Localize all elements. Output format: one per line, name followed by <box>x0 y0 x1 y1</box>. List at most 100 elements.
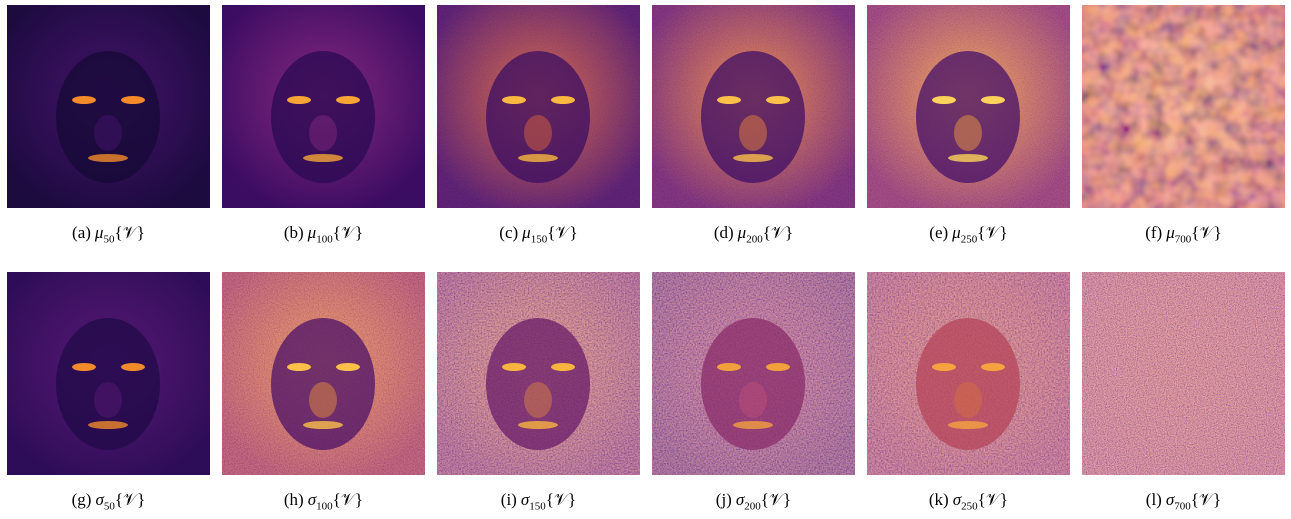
panel-image <box>867 5 1070 208</box>
caption-argument: {𝒱} <box>977 223 1007 242</box>
caption-subscript: 700 <box>1175 233 1192 245</box>
eye <box>502 363 526 371</box>
caption-symbol: σ <box>1166 490 1174 509</box>
caption: (e)μ250{𝒱} <box>861 223 1076 245</box>
caption-argument: {𝒱} <box>546 490 576 509</box>
caption-tag: (k) <box>929 490 949 509</box>
mouth <box>733 154 773 162</box>
caption-argument: {𝒱} <box>1191 490 1221 509</box>
mouth <box>733 421 773 429</box>
panel-image <box>652 272 855 475</box>
caption-tag: (e) <box>929 223 948 242</box>
caption-argument: {𝒱} <box>978 490 1008 509</box>
noise <box>1082 272 1285 475</box>
caption-tag: (j) <box>716 490 732 509</box>
panel-image <box>1082 272 1285 475</box>
nose <box>309 115 337 151</box>
caption-symbol: μ <box>1166 223 1175 242</box>
caption-subscript: 150 <box>529 500 546 512</box>
caption-tag: (b) <box>284 223 304 242</box>
caption-tag: (l) <box>1146 490 1162 509</box>
caption-tag: (h) <box>284 490 304 509</box>
eye <box>932 363 956 371</box>
caption-symbol: μ <box>952 223 961 242</box>
caption-tag: (d) <box>714 223 734 242</box>
eye <box>287 96 311 104</box>
eye <box>502 96 526 104</box>
caption-subscript: 250 <box>961 233 978 245</box>
panel-image <box>222 272 425 475</box>
noise <box>1082 5 1285 208</box>
caption: (f)μ700{𝒱} <box>1076 223 1291 245</box>
eye <box>981 363 1005 371</box>
caption-symbol: σ <box>521 490 529 509</box>
eye <box>72 363 96 371</box>
caption: (i)σ150{𝒱} <box>431 490 646 512</box>
caption-subscript: 50 <box>103 233 114 245</box>
caption-argument: {𝒱} <box>761 490 791 509</box>
panel-image <box>437 5 640 208</box>
caption-tag: (f) <box>1145 223 1162 242</box>
panel-image <box>7 272 210 475</box>
mouth <box>303 154 343 162</box>
caption-subscript: 50 <box>104 500 115 512</box>
caption-tag: (a) <box>72 223 91 242</box>
caption: (b)μ100{𝒱} <box>216 223 431 245</box>
eye <box>932 96 956 104</box>
nose <box>524 382 552 418</box>
caption-symbol: σ <box>308 490 316 509</box>
caption-argument: {𝒱} <box>115 490 145 509</box>
nose <box>739 382 767 418</box>
mouth <box>948 421 988 429</box>
caption-symbol: μ <box>308 223 317 242</box>
mouth <box>88 154 128 162</box>
caption-argument: {𝒱} <box>763 223 793 242</box>
eye <box>717 96 741 104</box>
caption-symbol: μ <box>522 223 531 242</box>
caption-symbol: σ <box>736 490 744 509</box>
eye <box>551 96 575 104</box>
caption-symbol: μ <box>738 223 747 242</box>
caption-tag: (g) <box>72 490 92 509</box>
mouth <box>303 421 343 429</box>
panel-image <box>222 5 425 208</box>
caption: (a)μ50{𝒱} <box>1 223 216 245</box>
eye <box>717 363 741 371</box>
caption-tag: (c) <box>499 223 518 242</box>
caption: (d)μ200{𝒱} <box>646 223 861 245</box>
caption-tag: (i) <box>501 490 517 509</box>
mouth <box>518 421 558 429</box>
panel-image <box>7 5 210 208</box>
mouth <box>518 154 558 162</box>
caption-subscript: 100 <box>316 500 333 512</box>
eye <box>551 363 575 371</box>
caption-subscript: 150 <box>531 233 548 245</box>
mouth <box>88 421 128 429</box>
figure: (a)μ50{𝒱}(b)μ100{𝒱}(c)μ150{𝒱}(d)μ200{𝒱}(… <box>0 0 1291 519</box>
caption: (j)σ200{𝒱} <box>646 490 861 512</box>
nose <box>309 382 337 418</box>
nose <box>954 115 982 151</box>
caption: (g)σ50{𝒱} <box>1 490 216 512</box>
caption: (h)σ100{𝒱} <box>216 490 431 512</box>
caption-argument: {𝒱} <box>114 223 144 242</box>
eye <box>336 96 360 104</box>
nose <box>94 382 122 418</box>
caption-subscript: 100 <box>316 233 333 245</box>
panel-image <box>437 272 640 475</box>
nose <box>739 115 767 151</box>
mouth <box>948 154 988 162</box>
caption-argument: {𝒱} <box>333 223 363 242</box>
nose <box>94 115 122 151</box>
caption-argument: {𝒱} <box>547 223 577 242</box>
caption-subscript: 700 <box>1174 500 1191 512</box>
caption-subscript: 200 <box>746 233 763 245</box>
eye <box>766 96 790 104</box>
eye <box>121 363 145 371</box>
caption-symbol: σ <box>95 490 103 509</box>
eye <box>72 96 96 104</box>
caption-argument: {𝒱} <box>333 490 363 509</box>
caption-argument: {𝒱} <box>1191 223 1221 242</box>
panel-image <box>652 5 855 208</box>
panel-image <box>1082 5 1285 208</box>
